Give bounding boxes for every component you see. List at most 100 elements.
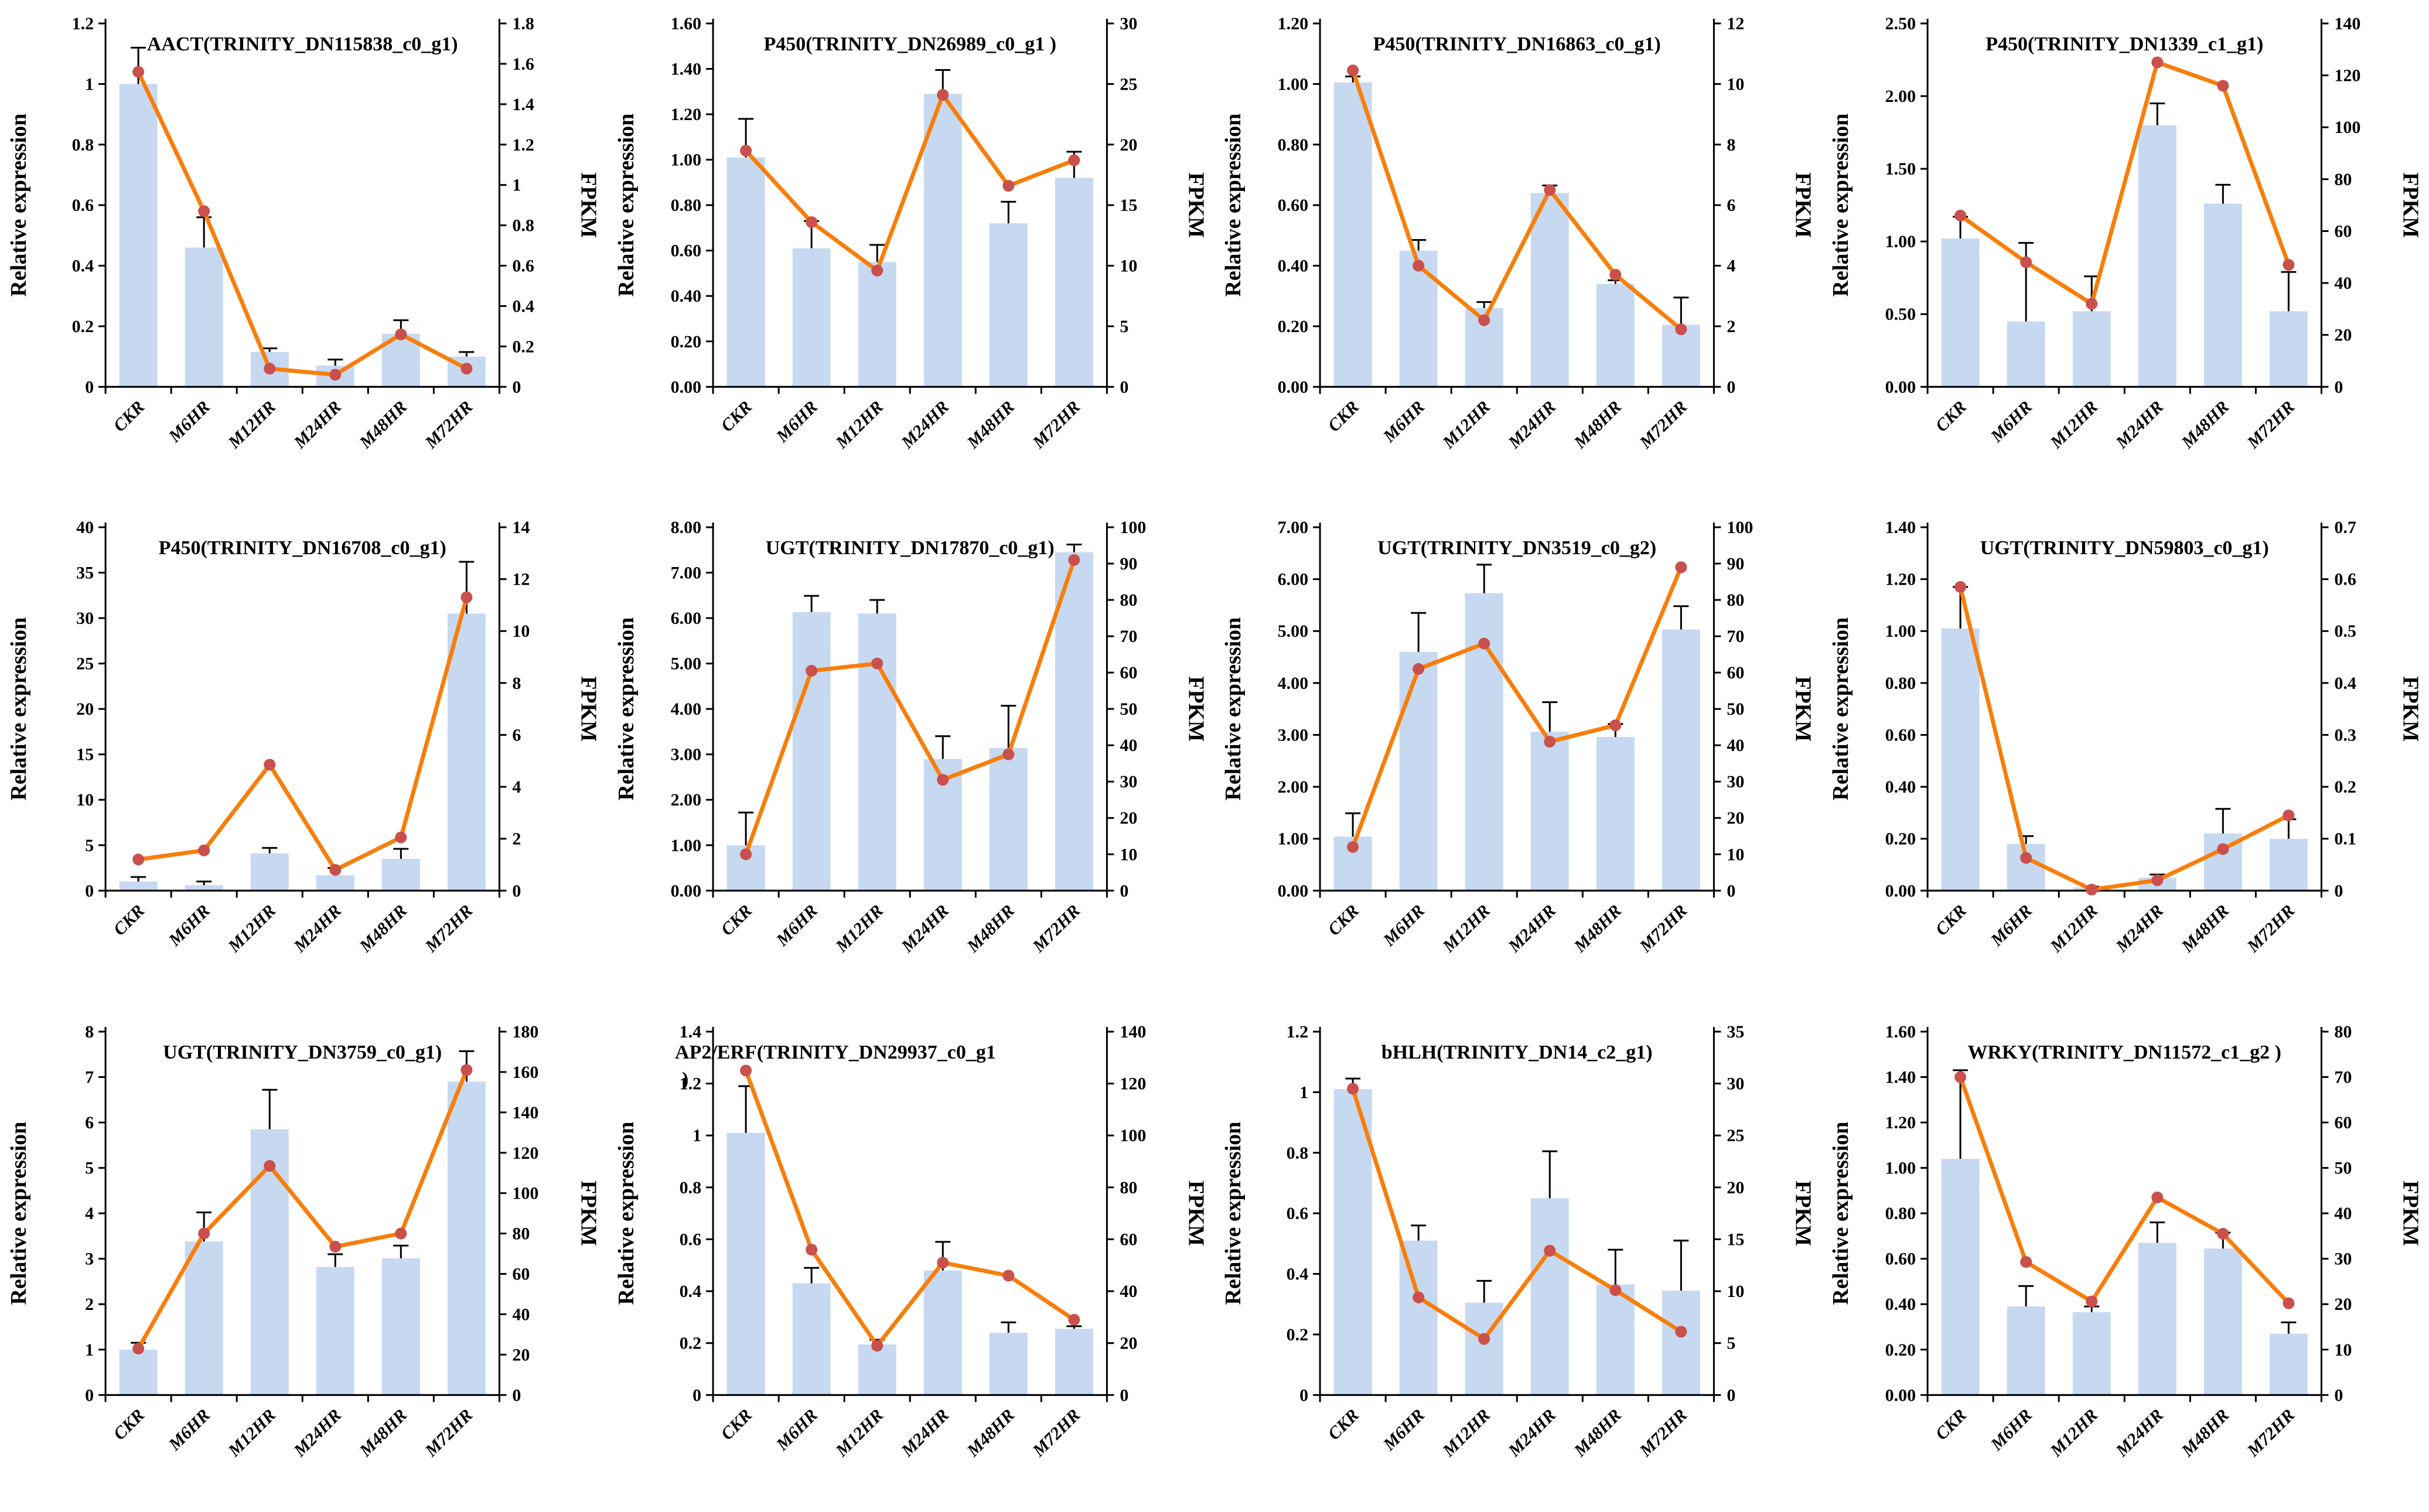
category-label: M6HR <box>1986 1405 2035 1455</box>
right-tick-label: 140 <box>2334 14 2360 33</box>
category-label-group: M12HR <box>224 901 279 957</box>
right-tick-label: 0 <box>1727 377 1735 397</box>
fpkm-marker <box>132 66 144 78</box>
chart-title: P450(TRINITY_DN1339_c1_g1) <box>1985 33 2263 55</box>
left-tick-label: 0.00 <box>670 882 701 901</box>
right-tick-label: 10 <box>1120 257 1137 276</box>
right-tick-label: 2 <box>512 830 521 849</box>
right-tick-label: 60 <box>1727 664 1744 683</box>
left-tick-label: 1.60 <box>1885 1022 1916 1042</box>
expression-bar <box>1531 1198 1569 1395</box>
left-tick-label: 1.60 <box>670 14 701 33</box>
category-label: M48HR <box>963 1405 1018 1461</box>
category-label-group: M48HR <box>963 901 1018 957</box>
chart-svg: 0.001.002.003.004.005.006.007.0001020304… <box>1214 504 1822 1008</box>
chart-title: UGT(TRINITY_DN3519_c0_g2) <box>1377 537 1656 559</box>
right-tick-label: 15 <box>1727 1230 1744 1249</box>
category-label-group: M6HR <box>1986 1405 2035 1455</box>
chart-svg: 0.000.501.001.502.002.500204060801001201… <box>1822 0 2429 504</box>
left-tick-label: 0.80 <box>670 196 701 215</box>
left-tick-label: 3 <box>85 1250 94 1269</box>
right-tick-label: 30 <box>1120 773 1137 792</box>
expression-bar <box>989 223 1027 387</box>
left-tick-label: 0.20 <box>1278 317 1309 336</box>
right-tick-label: 70 <box>1727 627 1744 647</box>
left-tick-label: 0.40 <box>1278 257 1309 276</box>
expression-bar <box>316 1267 354 1395</box>
category-label: M6HR <box>1379 397 1428 446</box>
category-label-group: M12HR <box>831 1405 887 1461</box>
category-label: CKR <box>717 397 756 436</box>
fpkm-marker <box>264 363 275 374</box>
fpkm-marker <box>1347 1083 1359 1094</box>
fpkm-marker <box>1002 749 1014 760</box>
fpkm-marker <box>1068 554 1080 566</box>
fpkm-marker <box>2020 852 2032 864</box>
left-tick-label: 8 <box>85 1022 94 1042</box>
left-tick-label: 0.40 <box>670 286 701 306</box>
left-tick-label: 6.00 <box>1278 570 1309 589</box>
expression-bar <box>1400 652 1438 891</box>
category-label: M6HR <box>165 397 214 446</box>
right-tick-label: 30 <box>1727 1074 1744 1093</box>
category-label-group: CKR <box>717 901 756 940</box>
right-tick-label: 40 <box>1120 736 1137 756</box>
fpkm-marker <box>460 363 472 374</box>
expression-bar <box>989 1333 1027 1395</box>
category-label: M12HR <box>831 1405 887 1461</box>
right-tick-label: 40 <box>1120 1282 1137 1301</box>
category-label-group: M72HR <box>1636 1405 1691 1461</box>
category-label-group: CKR <box>1932 901 1970 940</box>
chart-title: P450(TRINITY_DN16708_c0_g1) <box>159 537 446 559</box>
category-label-group: CKR <box>1932 397 1970 436</box>
left-tick-label: 0.80 <box>1885 674 1916 693</box>
right-tick-label: 15 <box>1120 196 1137 215</box>
right-tick-label: 0.4 <box>2334 674 2356 693</box>
category-label-group: M48HR <box>356 1405 411 1461</box>
category-label-group: M24HR <box>289 1405 345 1461</box>
left-tick-label: 1.40 <box>670 60 701 79</box>
category-label: CKR <box>1324 1405 1363 1444</box>
left-axis-title-group: Relative expression <box>1828 114 1853 297</box>
fpkm-line <box>138 598 466 870</box>
right-tick-label: 70 <box>2334 1067 2352 1087</box>
expression-bar <box>1662 630 1700 891</box>
right-tick-label: 0 <box>512 1385 521 1405</box>
fpkm-marker <box>1478 1333 1490 1344</box>
expression-bar <box>185 1241 223 1395</box>
category-label-group: M24HR <box>1504 397 1560 453</box>
fpkm-marker <box>264 1160 275 1172</box>
left-tick-label: 0.4 <box>1287 1264 1309 1284</box>
category-label-group: M6HR <box>1379 1405 1428 1455</box>
left-tick-label: 0.80 <box>1885 1204 1916 1223</box>
left-tick-label: 0.2 <box>679 1334 701 1353</box>
right-tick-label: 1.6 <box>512 54 534 74</box>
category-label: M12HR <box>831 397 887 453</box>
expression-bar <box>989 748 1027 890</box>
expression-bar <box>1941 629 1979 890</box>
right-tick-label: 0 <box>1727 882 1735 901</box>
right-axis-title-group: FPKM <box>576 677 601 742</box>
right-axis-title-group: FPKM <box>1790 1180 1815 1246</box>
expression-bar <box>448 614 486 891</box>
category-label: M6HR <box>165 1405 214 1455</box>
left-tick-label: 1.20 <box>1885 570 1916 589</box>
right-tick-label: 0 <box>2334 377 2343 397</box>
expression-bar <box>2072 1312 2110 1395</box>
category-label-group: M48HR <box>1570 1405 1626 1461</box>
right-axis-title-group: FPKM <box>1183 172 1208 238</box>
category-label: M48HR <box>963 397 1018 453</box>
chart-title-wrap: ) <box>682 1069 688 1090</box>
category-label: M48HR <box>356 901 411 957</box>
right-tick-label: 14 <box>512 518 530 537</box>
right-tick-label: 20 <box>512 1345 530 1364</box>
left-tick-label: 1.20 <box>1278 14 1309 33</box>
right-axis-title: FPKM <box>2398 172 2423 238</box>
left-tick-label: 0.00 <box>1885 1385 1916 1405</box>
